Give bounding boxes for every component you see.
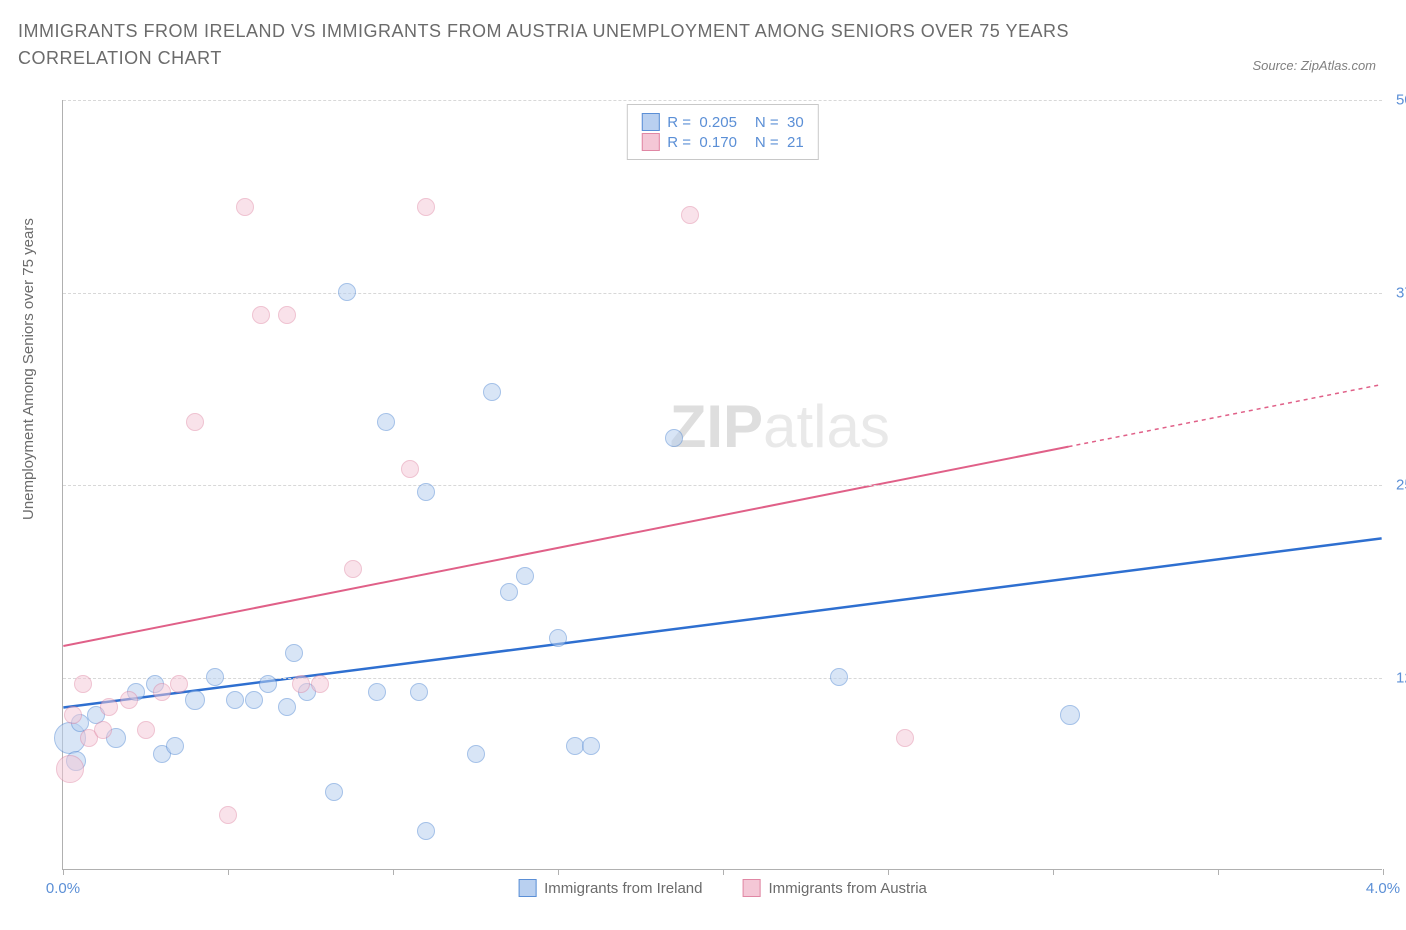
gridline-h [63,293,1382,294]
data-point [56,755,84,783]
data-point [566,737,584,755]
legend-series-item: Immigrants from Austria [743,879,927,897]
data-point [311,675,329,693]
trend-line-dashed [1069,385,1382,447]
data-point [236,198,254,216]
legend-swatch [743,879,761,897]
data-point [516,567,534,585]
data-point [410,683,428,701]
data-point [166,737,184,755]
data-point [186,413,204,431]
data-point [185,690,205,710]
data-point [417,822,435,840]
x-tick [1218,869,1219,875]
data-point [417,483,435,501]
data-point [325,783,343,801]
data-point [549,629,567,647]
data-point [830,668,848,686]
data-point [74,675,92,693]
data-point [500,583,518,601]
legend-correlation-row: R = 0.205 N = 30 [641,113,803,131]
data-point [64,706,82,724]
x-tick-label: 4.0% [1366,880,1400,897]
x-tick [1383,869,1384,875]
data-point [120,691,138,709]
y-tick-label: 25.0% [1388,477,1406,494]
legend-correlation: R = 0.205 N = 30 R = 0.170 N = 21 [626,104,818,160]
x-tick [723,869,724,875]
legend-swatch [641,133,659,151]
data-point [582,737,600,755]
x-tick [228,869,229,875]
data-point [665,429,683,447]
data-point [219,806,237,824]
y-axis-label: Unemployment Among Seniors over 75 years [20,218,37,520]
x-tick-label: 0.0% [46,880,80,897]
data-point [153,683,171,701]
source-attribution: Source: ZipAtlas.com [1252,58,1376,73]
data-point [417,198,435,216]
data-point [681,206,699,224]
y-tick-label: 50.0% [1388,92,1406,109]
y-tick-label: 12.5% [1388,669,1406,686]
gridline-h [63,100,1382,101]
x-tick [1053,869,1054,875]
data-point [483,383,501,401]
data-point [377,413,395,431]
data-point [1060,705,1080,725]
data-point [137,721,155,739]
y-tick-label: 37.5% [1388,284,1406,301]
data-point [368,683,386,701]
gridline-h [63,485,1382,486]
legend-correlation-row: R = 0.170 N = 21 [641,133,803,151]
x-tick [558,869,559,875]
legend-n-label: N = 30 [755,114,804,131]
data-point [259,675,277,693]
x-tick [63,869,64,875]
legend-r-label: R = 0.205 [667,114,737,131]
data-point [338,283,356,301]
plot-area: ZIPatlas R = 0.205N = 30R = 0.170N = 21 … [62,100,1382,870]
data-point [401,460,419,478]
trend-line [63,447,1068,646]
data-point [170,675,188,693]
legend-n-label: N = 21 [755,134,804,151]
data-point [278,306,296,324]
data-point [285,644,303,662]
data-point [278,698,296,716]
x-tick [393,869,394,875]
data-point [344,560,362,578]
data-point [226,691,244,709]
data-point [245,691,263,709]
data-point [467,745,485,763]
legend-series-item: Immigrants from Ireland [518,879,702,897]
legend-series: Immigrants from Ireland Immigrants from A… [518,879,927,897]
legend-r-label: R = 0.170 [667,134,737,151]
x-tick [888,869,889,875]
data-point [100,698,118,716]
legend-series-label: Immigrants from Ireland [544,880,702,897]
data-point [94,721,112,739]
data-point [292,675,310,693]
data-point [252,306,270,324]
chart-title: IMMIGRANTS FROM IRELAND VS IMMIGRANTS FR… [18,18,1118,72]
legend-swatch [641,113,659,131]
data-point [206,668,224,686]
legend-swatch [518,879,536,897]
legend-series-label: Immigrants from Austria [769,880,927,897]
data-point [896,729,914,747]
